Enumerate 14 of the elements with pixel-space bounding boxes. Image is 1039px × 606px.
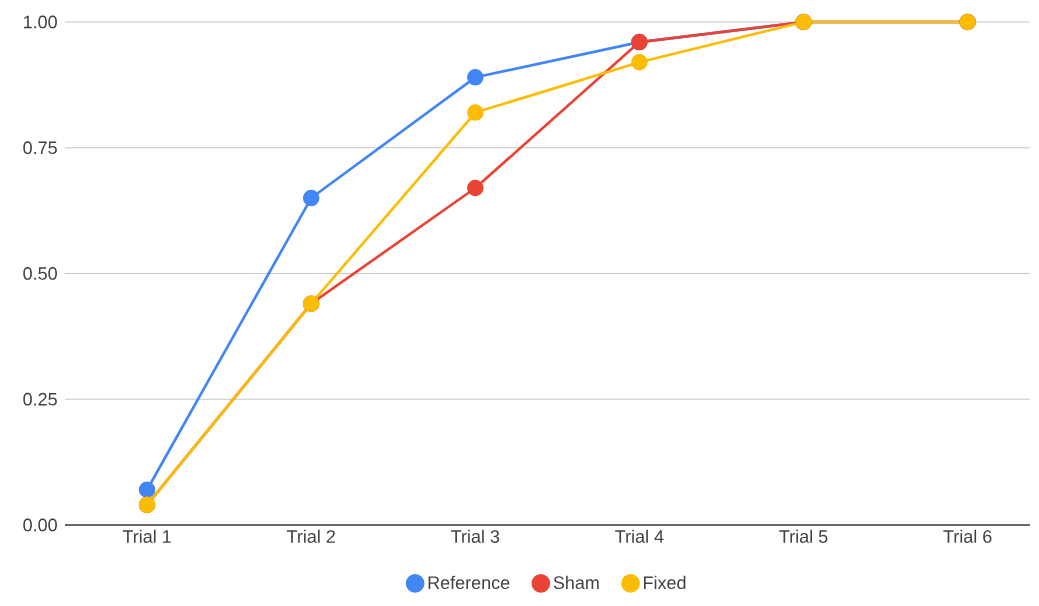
legend-label: Sham xyxy=(553,575,599,590)
y-tick-label: 1.00 xyxy=(23,15,57,29)
legend-label: Reference xyxy=(428,575,510,590)
y-tick-label: 0.75 xyxy=(23,141,57,155)
x-tick-label: Trial 2 xyxy=(286,529,335,543)
x-tick-label: Trial 5 xyxy=(779,529,828,543)
x-tick-label: Trial 1 xyxy=(122,529,171,543)
x-tick-label: Trial 3 xyxy=(451,529,500,543)
legend-label: Fixed xyxy=(644,575,686,590)
y-tick-label: 0.25 xyxy=(23,392,57,406)
y-tick-label: 0.00 xyxy=(23,518,57,532)
y-tick-label: 0.50 xyxy=(23,267,57,280)
x-tick-label: Trial 6 xyxy=(943,529,992,543)
x-tick-label: Trial 4 xyxy=(615,529,664,543)
